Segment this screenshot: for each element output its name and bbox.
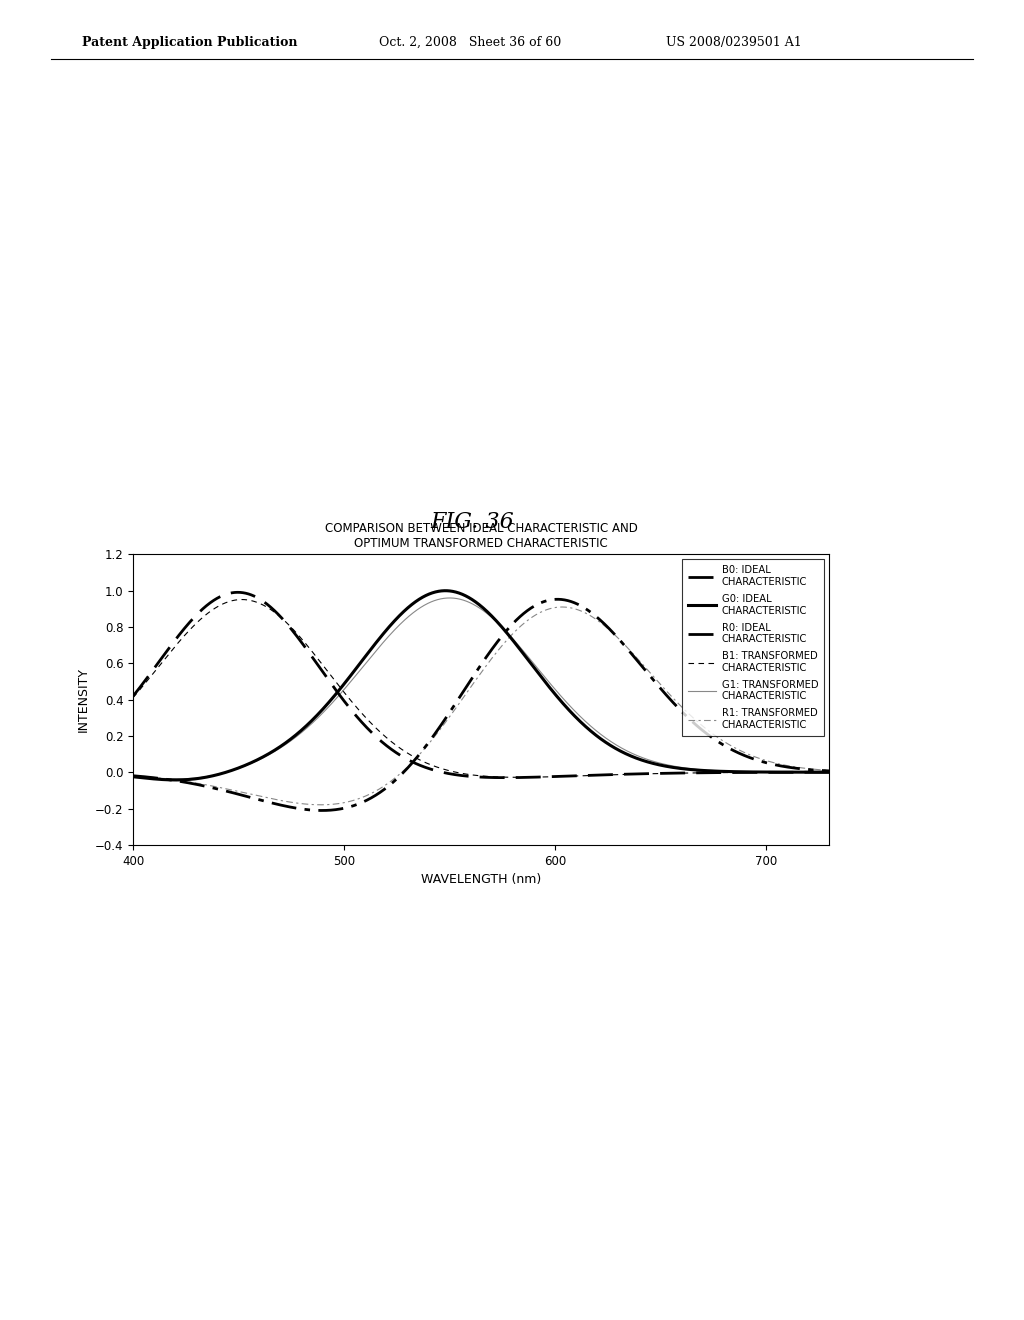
Y-axis label: INTENSITY: INTENSITY [77, 667, 89, 733]
Text: Oct. 2, 2008   Sheet 36 of 60: Oct. 2, 2008 Sheet 36 of 60 [379, 36, 561, 49]
Legend: B0: IDEAL
CHARACTERISTIC, G0: IDEAL
CHARACTERISTIC, R0: IDEAL
CHARACTERISTIC, B1: B0: IDEAL CHARACTERISTIC, G0: IDEAL CHAR… [682, 560, 824, 737]
Text: Patent Application Publication: Patent Application Publication [82, 36, 297, 49]
Title: COMPARISON BETWEEN IDEAL CHARACTERISTIC AND
OPTIMUM TRANSFORMED CHARACTERISTIC: COMPARISON BETWEEN IDEAL CHARACTERISTIC … [325, 523, 638, 550]
Text: US 2008/0239501 A1: US 2008/0239501 A1 [666, 36, 802, 49]
Text: FIG. 36: FIG. 36 [430, 511, 514, 533]
X-axis label: WAVELENGTH (nm): WAVELENGTH (nm) [421, 873, 542, 886]
